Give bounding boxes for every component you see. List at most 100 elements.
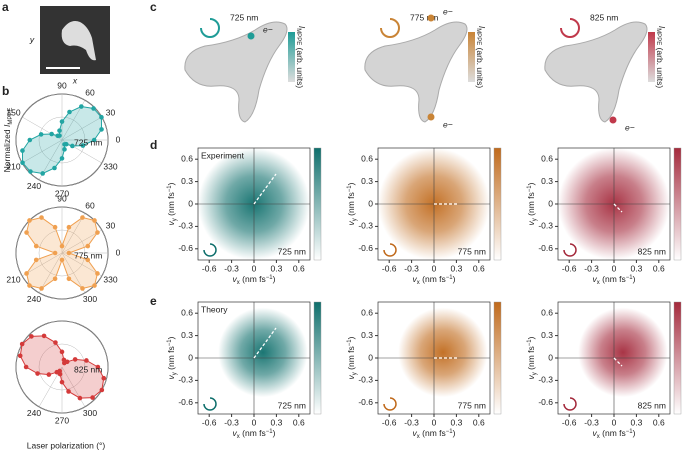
y-tick-label: -0.3 xyxy=(358,221,373,231)
panel-label: d xyxy=(150,138,157,152)
label-part: v xyxy=(413,428,418,438)
polar-point xyxy=(38,132,44,137)
label-part: −1 xyxy=(347,185,353,193)
y-tick-label: -0.3 xyxy=(178,221,193,231)
grid-spoke xyxy=(22,139,63,164)
y-tick-label: 0.6 xyxy=(361,153,373,163)
polar-point xyxy=(67,109,72,115)
polar-point xyxy=(52,224,58,230)
y-tick-label: -0.3 xyxy=(358,375,373,385)
colorbar xyxy=(673,301,682,415)
theta-tick-label: 0 xyxy=(116,134,121,144)
polar-point xyxy=(85,243,91,249)
label-part: v xyxy=(233,428,238,438)
colorbar xyxy=(493,147,502,261)
label-part: (nm fs xyxy=(600,428,626,438)
x-tick-label: 0 xyxy=(252,417,257,427)
axis-label: vy (nm fs−1) xyxy=(166,182,177,225)
polar-point xyxy=(29,334,34,339)
polar-point xyxy=(46,372,52,377)
panel-label: c xyxy=(150,0,157,14)
y-tick-label: -0.6 xyxy=(358,397,373,407)
polar-point xyxy=(55,133,61,139)
label-part: (nm fs xyxy=(420,428,446,438)
label-part: −1 xyxy=(527,339,533,347)
label-part: v xyxy=(166,220,176,225)
wavelength-label: 825 nm xyxy=(590,12,618,22)
x-tick-label: 0 xyxy=(612,263,617,273)
x-tick-label: -0.6 xyxy=(562,263,577,273)
label-part: (nm fs xyxy=(240,428,266,438)
polar-point xyxy=(63,141,69,147)
nanostructure xyxy=(364,21,468,123)
rotation-arrow xyxy=(203,243,217,257)
label-part: I xyxy=(477,26,487,29)
heatmap-annotation: 825 nm xyxy=(638,400,666,410)
label-part: −1 xyxy=(266,429,274,435)
colorbar xyxy=(288,32,295,82)
polar-point xyxy=(33,257,39,263)
axis-label: vy (nm fs−1) xyxy=(526,182,537,225)
label-part: (nm fs xyxy=(420,274,446,284)
label-part: −1 xyxy=(626,275,634,281)
x-tick-label: 0.6 xyxy=(473,417,485,427)
theta-tick-label: 270 xyxy=(55,415,69,425)
polar-point xyxy=(24,230,29,235)
label-part: y xyxy=(352,372,358,375)
x-tick-label: -0.3 xyxy=(224,417,239,427)
label-part: ) xyxy=(453,428,456,438)
label-part: v xyxy=(413,274,418,284)
axis-label: IMPPE (arb. units) xyxy=(295,26,307,89)
axis-label: vy (nm fs−1) xyxy=(166,336,177,379)
y-tick-label: -0.3 xyxy=(178,375,193,385)
label-part: −1 xyxy=(527,185,533,193)
rotation-arrow xyxy=(203,397,217,411)
y-tick-label: -0.6 xyxy=(178,397,193,407)
x-tick-label: 0.6 xyxy=(293,417,305,427)
polar-point xyxy=(23,364,29,370)
label-part: v xyxy=(526,220,536,225)
polar-point xyxy=(66,250,72,256)
theta-tick-label: 240 xyxy=(27,181,41,191)
polar-point xyxy=(53,340,58,345)
polar-point xyxy=(72,357,78,362)
axis-label: vx (nm fs−1) xyxy=(593,274,636,285)
polar-point xyxy=(24,271,29,276)
polar-point xyxy=(90,395,95,400)
axis-label: y xyxy=(29,34,35,44)
polar-point xyxy=(79,104,84,109)
label-part: −1 xyxy=(446,429,454,435)
nanostructure xyxy=(544,21,648,123)
x-tick-label: 0.3 xyxy=(450,263,462,273)
y-tick-label: 0 xyxy=(368,352,373,362)
theta-tick-label: 90 xyxy=(57,193,67,203)
polar-point xyxy=(101,375,107,381)
particle xyxy=(61,21,96,61)
grid-spoke xyxy=(38,252,63,293)
label-part: −1 xyxy=(626,429,634,435)
y-tick-label: 0.6 xyxy=(361,307,373,317)
theta-tick-label: 330 xyxy=(103,274,117,284)
label-part: −1 xyxy=(167,339,173,347)
y-tick-label: 0.6 xyxy=(181,307,193,317)
polar-point xyxy=(59,379,65,385)
colorbar xyxy=(648,32,655,82)
label-part: (nm fs xyxy=(346,346,356,372)
label-part: ) xyxy=(526,182,536,185)
label-part: y xyxy=(172,372,178,375)
colorbar xyxy=(313,301,322,415)
x-tick-label: -0.6 xyxy=(562,417,577,427)
grid-spoke xyxy=(61,229,102,254)
axis-label: IMPPE (arb. units) xyxy=(655,26,667,89)
polar-point xyxy=(52,165,57,171)
polar-point xyxy=(62,147,67,152)
polar-point xyxy=(39,215,44,220)
axis-label: Normalized IMPPE xyxy=(2,108,13,173)
polar-point xyxy=(91,137,97,143)
axis-label: vx (nm fs−1) xyxy=(233,274,276,285)
x-tick-label: -0.3 xyxy=(584,263,599,273)
y-tick-label: -0.6 xyxy=(538,243,553,253)
y-tick-label: -0.6 xyxy=(538,397,553,407)
x-tick-label: -0.6 xyxy=(202,263,217,273)
label-part: ) xyxy=(526,336,536,339)
